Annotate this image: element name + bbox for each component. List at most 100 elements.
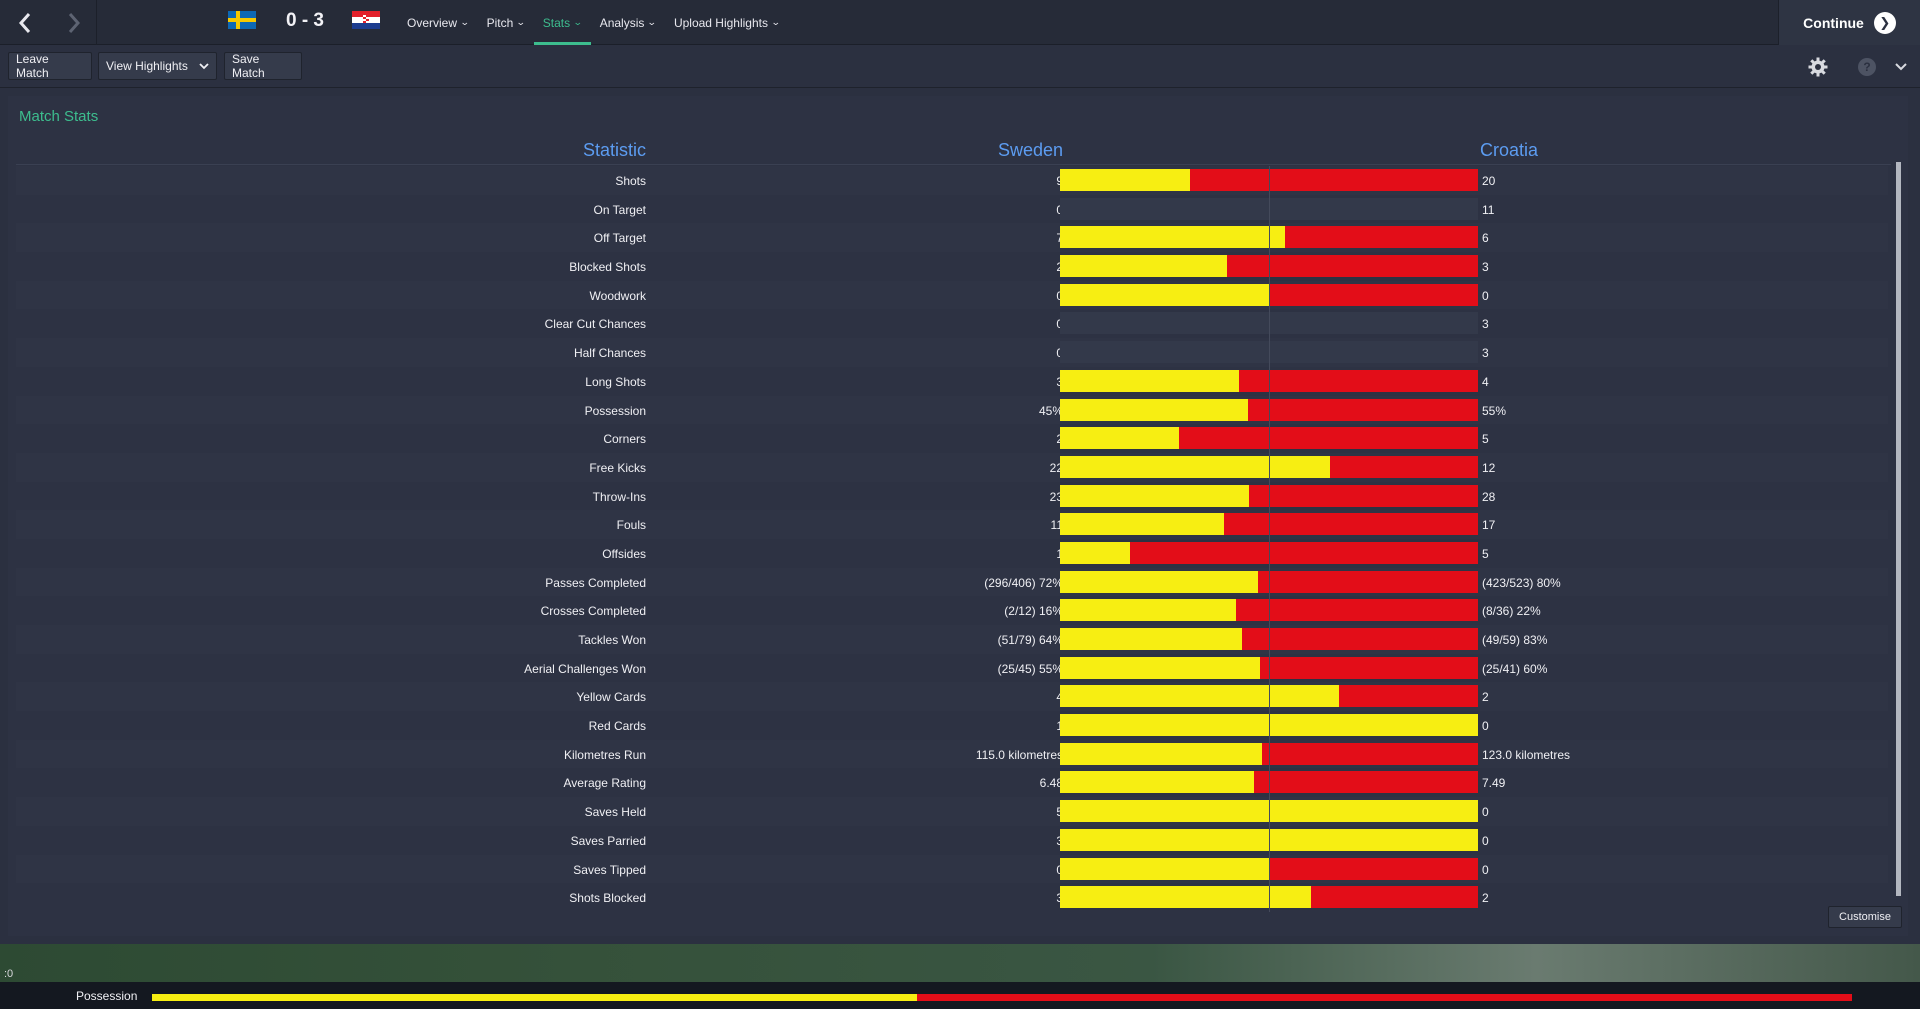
chevron-down-icon: ⌄ [516, 17, 526, 27]
bar-midline [1269, 739, 1270, 769]
match-score: 0 - 3 [285, 10, 325, 31]
away-value: (423/523) 80% [1482, 575, 1561, 590]
leave-match-button[interactable]: Leave Match [8, 52, 92, 80]
comparison-bar [1060, 283, 1478, 306]
column-header-statistic[interactable]: Statistic [582, 140, 646, 160]
away-value: 12 [1482, 460, 1496, 475]
away-value: 0 [1482, 719, 1489, 734]
stat-row: Off Target 7 6 [8, 223, 1888, 253]
home-bar-segment [1060, 541, 1130, 564]
column-header-away-team[interactable]: Croatia [1480, 140, 1539, 160]
chevron-down-icon[interactable] [1890, 56, 1912, 78]
home-value: 2 [838, 260, 1063, 274]
comparison-bar [1060, 886, 1478, 909]
save-match-button[interactable]: Save Match [224, 52, 302, 80]
possession-label: Possession [76, 989, 138, 1003]
tab-pitch[interactable]: Pitch ⌄ [486, 15, 526, 30]
stat-row: Saves Parried 3 0 [8, 825, 1888, 855]
row-background [16, 338, 1888, 367]
away-value: 11 [1482, 202, 1495, 217]
away-bar-segment [1248, 398, 1478, 421]
away-bar-segment [1258, 570, 1478, 593]
stat-row: Woodwork 0 0 [8, 280, 1888, 310]
away-bar-segment [1239, 369, 1478, 392]
row-background [16, 395, 1888, 425]
possession-footer: Possession [0, 982, 1920, 1009]
score-fragment: :0 [4, 968, 14, 980]
stat-row: On Target 0 11 [8, 194, 1888, 224]
bar-midline [1269, 825, 1270, 855]
stat-row: Long Shots 3 4 [8, 366, 1888, 396]
toolbar: Leave Match View Highlights Save Match ? [0, 46, 1920, 88]
bar-midline [1269, 596, 1270, 625]
stat-label: Clear Cut Chances [544, 317, 646, 332]
away-bar-segment [1236, 599, 1478, 622]
stat-row: Shots Blocked 3 2 [8, 883, 1888, 912]
away-value: 5 [1482, 432, 1489, 447]
view-highlights-label: View Highlights [106, 59, 188, 73]
column-header-home-team[interactable]: Sweden [997, 140, 1063, 160]
home-bar-segment [1060, 513, 1224, 536]
stat-row: Free Kicks 22 12 [8, 452, 1888, 482]
bar-midline [1269, 682, 1270, 712]
bar-midline [1269, 567, 1270, 597]
stat-label: Kilometres Run [563, 747, 646, 762]
tab-overview[interactable]: Overview ⌄ [407, 15, 470, 30]
home-value: 0 [838, 289, 1063, 303]
stat-label: Free Kicks [589, 460, 646, 475]
view-highlights-dropdown[interactable]: View Highlights [98, 52, 217, 80]
away-bar-segment [1285, 226, 1478, 249]
tab-upload-highlights[interactable]: Upload Highlights ⌄ [673, 15, 781, 30]
row-background [16, 797, 1888, 826]
home-bar-segment [1060, 455, 1330, 478]
home-bar-segment [1060, 771, 1254, 794]
away-bar-segment [1330, 455, 1478, 478]
away-value: 55% [1482, 403, 1507, 418]
back-arrow-icon[interactable] [2, 0, 48, 45]
customise-button[interactable]: Customise [1828, 906, 1902, 928]
away-value: (25/41) 60% [1482, 661, 1548, 676]
away-value: 3 [1482, 260, 1489, 275]
home-bar-segment [1060, 742, 1262, 765]
away-bar-segment [1179, 427, 1478, 450]
gear-icon[interactable] [1807, 56, 1829, 78]
help-icon[interactable]: ? [1856, 56, 1878, 78]
match-stats-panel: Match Stats Statistic Sweden Croatia Sho… [8, 96, 1908, 936]
forward-arrow-icon[interactable] [51, 0, 97, 45]
stat-label: Throw-Ins [592, 489, 646, 504]
stat-row: Possession 45% 55% [8, 395, 1888, 425]
home-value: 5 [838, 805, 1063, 819]
home-bar-segment [1060, 570, 1258, 593]
possession-home-fill [152, 994, 917, 1001]
away-bar-segment [1224, 513, 1478, 536]
tab-analysis[interactable]: Analysis ⌄ [599, 15, 658, 30]
away-bar-segment [1242, 628, 1478, 650]
stat-row: Aerial Challenges Won (25/45) 55% (25/41) … [8, 653, 1888, 683]
chevron-down-icon: ⌄ [770, 17, 781, 27]
stat-label: Aerial Challenges Won [524, 661, 646, 676]
tab-stats[interactable]: Stats ⌄ [533, 0, 591, 45]
stat-label: Average Rating [563, 776, 647, 791]
away-value: 0 [1482, 862, 1489, 877]
stat-label: Passes Completed [545, 575, 646, 590]
stat-label: Yellow Cards [576, 690, 646, 705]
away-bar-segment [1260, 656, 1478, 679]
header-divider [16, 164, 1891, 165]
bar-midline [1269, 711, 1270, 740]
sweden-flag-icon [228, 11, 256, 29]
stat-label: On Target [593, 202, 646, 217]
away-bar-segment [1227, 255, 1478, 278]
stat-label: Tackles Won [578, 633, 646, 647]
row-background [16, 510, 1888, 539]
away-value: 20 [1482, 174, 1496, 188]
bar-midline [1269, 768, 1270, 798]
stat-label: Possession [584, 403, 646, 418]
stats-list: Shots920On Target011Off Target76Blocked … [8, 166, 1888, 912]
scrollbar-thumb[interactable] [1896, 162, 1901, 896]
continue-button[interactable]: Continue ❯ [1778, 0, 1920, 45]
bar-midline [1269, 166, 1270, 195]
stat-row: Average Rating 6.48 7.49 [8, 768, 1888, 798]
bar-midline [1269, 366, 1270, 396]
bar-midline [1269, 452, 1270, 482]
stat-label: Corners [603, 432, 646, 447]
